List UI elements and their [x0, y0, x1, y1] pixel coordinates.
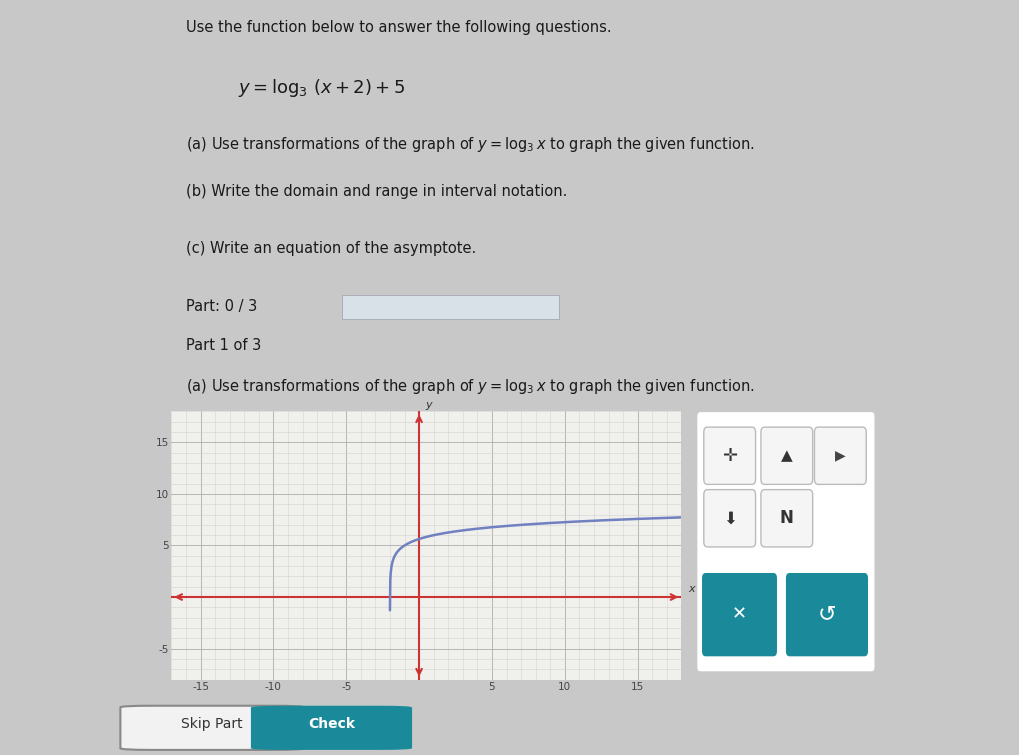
FancyBboxPatch shape [341, 294, 558, 319]
Text: Use the function below to answer the following questions.: Use the function below to answer the fol… [185, 20, 610, 35]
FancyBboxPatch shape [120, 706, 304, 750]
FancyBboxPatch shape [785, 573, 867, 656]
FancyBboxPatch shape [251, 706, 412, 750]
FancyBboxPatch shape [703, 490, 755, 547]
Text: (a) Use transformations of the graph of $y=\log_3 x$ to graph the given function: (a) Use transformations of the graph of … [185, 135, 754, 154]
Text: ▲: ▲ [781, 448, 792, 464]
Text: N: N [780, 510, 793, 527]
Text: (a) Use transformations of the graph of $y=\log_3 x$ to graph the given function: (a) Use transformations of the graph of … [185, 378, 754, 396]
FancyBboxPatch shape [701, 573, 776, 656]
Text: Part 1 of 3: Part 1 of 3 [185, 337, 261, 353]
Text: ⬇: ⬇ [722, 510, 736, 527]
FancyBboxPatch shape [696, 411, 874, 672]
Text: ✛: ✛ [721, 447, 737, 465]
Text: ▶: ▶ [835, 448, 845, 463]
Text: ↺: ↺ [817, 605, 836, 624]
Text: Skip Part: Skip Part [181, 717, 243, 732]
Text: (b) Write the domain and range in interval notation.: (b) Write the domain and range in interv… [185, 183, 567, 199]
Text: Check: Check [308, 717, 355, 732]
FancyBboxPatch shape [760, 490, 812, 547]
Text: x: x [688, 584, 695, 594]
Text: (c) Write an equation of the asymptote.: (c) Write an equation of the asymptote. [185, 241, 476, 256]
Text: y: y [425, 400, 431, 411]
Text: ✕: ✕ [732, 606, 746, 624]
FancyBboxPatch shape [813, 427, 865, 485]
FancyBboxPatch shape [703, 427, 755, 485]
FancyBboxPatch shape [760, 427, 812, 485]
Text: Part: 0 / 3: Part: 0 / 3 [185, 299, 257, 314]
Text: $y=\log_3\,(x+2)+5$: $y=\log_3\,(x+2)+5$ [237, 78, 405, 100]
